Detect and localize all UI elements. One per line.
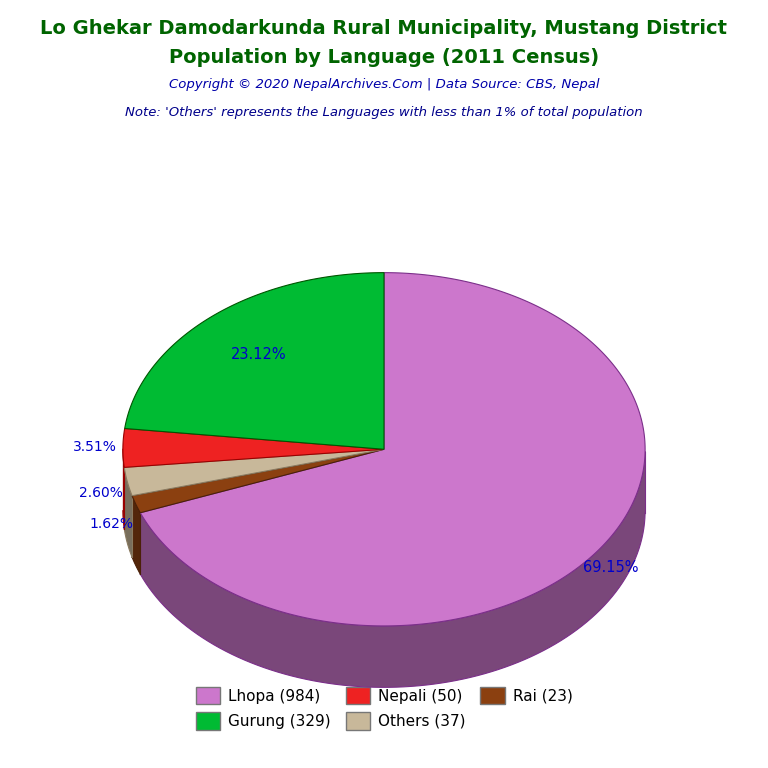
Text: 23.12%: 23.12% — [231, 346, 287, 362]
Polygon shape — [132, 495, 141, 574]
Text: 3.51%: 3.51% — [73, 440, 117, 455]
Text: Population by Language (2011 Census): Population by Language (2011 Census) — [169, 48, 599, 67]
Polygon shape — [124, 449, 384, 495]
Text: Copyright © 2020 NepalArchives.Com | Data Source: CBS, Nepal: Copyright © 2020 NepalArchives.Com | Dat… — [169, 78, 599, 91]
Polygon shape — [123, 449, 124, 529]
Polygon shape — [141, 452, 645, 687]
Legend: Lhopa (984), Gurung (329), Nepali (50), Others (37), Rai (23): Lhopa (984), Gurung (329), Nepali (50), … — [188, 679, 580, 737]
Polygon shape — [123, 429, 384, 468]
Polygon shape — [124, 468, 132, 557]
Text: 1.62%: 1.62% — [89, 517, 133, 531]
Polygon shape — [124, 273, 384, 449]
Polygon shape — [132, 449, 384, 513]
Text: Note: 'Others' represents the Languages with less than 1% of total population: Note: 'Others' represents the Languages … — [125, 106, 643, 119]
Text: 2.60%: 2.60% — [78, 486, 122, 500]
Polygon shape — [141, 273, 645, 626]
Text: Lo Ghekar Damodarkunda Rural Municipality, Mustang District: Lo Ghekar Damodarkunda Rural Municipalit… — [41, 19, 727, 38]
Text: 69.15%: 69.15% — [582, 560, 638, 574]
